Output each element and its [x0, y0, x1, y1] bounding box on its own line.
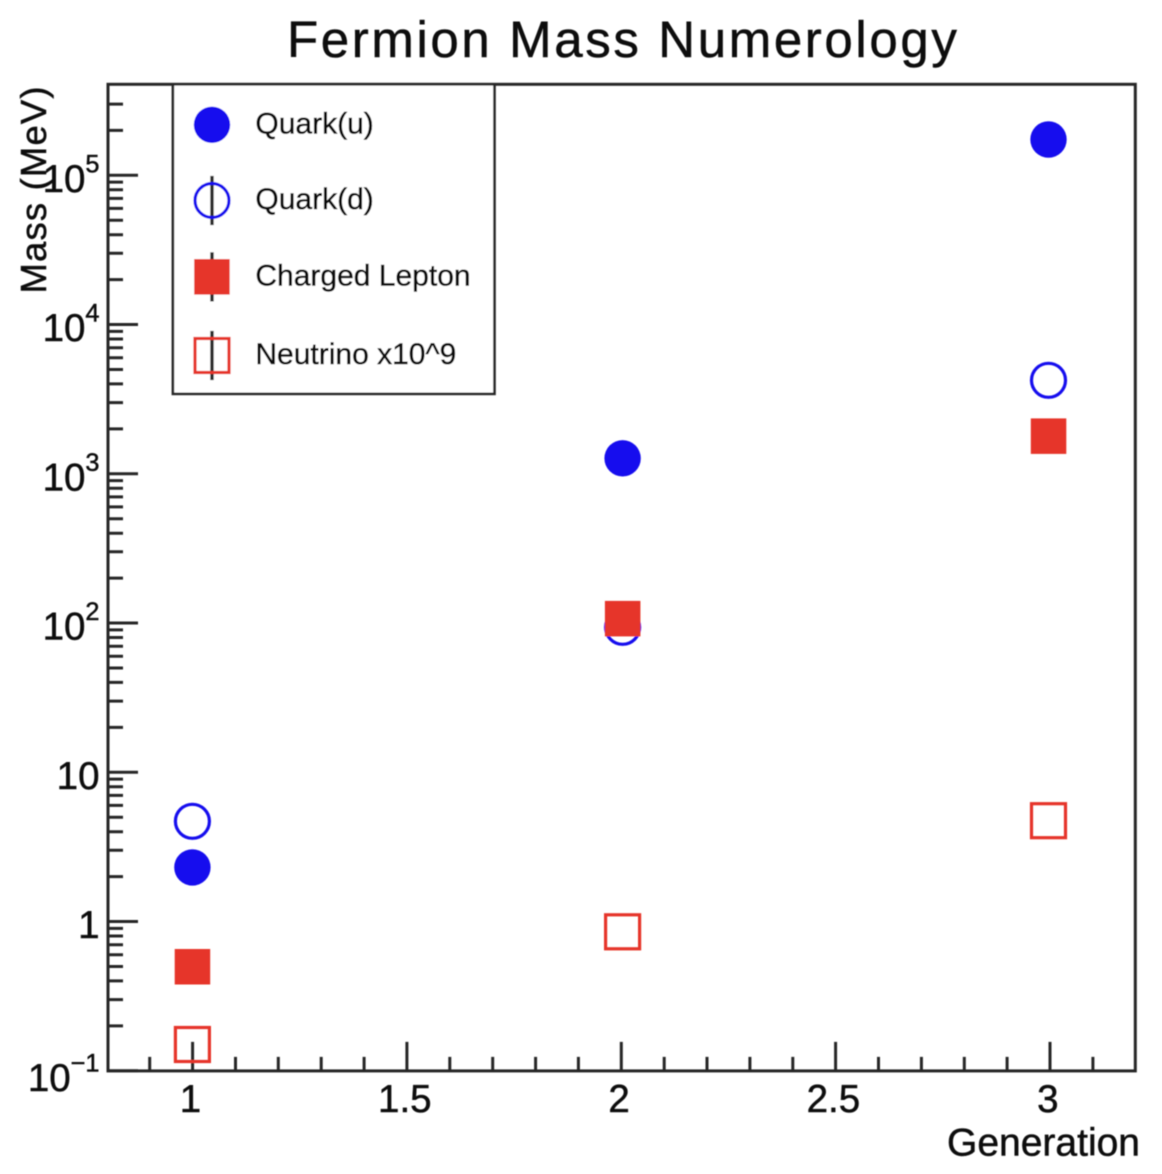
svg-text:105: 105 — [43, 150, 100, 201]
svg-text:2.5: 2.5 — [807, 1078, 861, 1121]
svg-text:Charged Lepton: Charged Lepton — [255, 260, 470, 293]
svg-text:102: 102 — [43, 598, 100, 649]
svg-text:Mass (MeV): Mass (MeV) — [13, 85, 54, 293]
svg-text:1: 1 — [180, 1078, 201, 1121]
svg-text:2: 2 — [608, 1078, 629, 1121]
svg-text:1.5: 1.5 — [378, 1078, 432, 1121]
svg-text:1: 1 — [78, 904, 99, 947]
svg-text:104: 104 — [43, 300, 100, 351]
svg-text:3: 3 — [1037, 1078, 1058, 1121]
svg-text:Quark(d): Quark(d) — [255, 183, 373, 216]
svg-text:10−1: 10−1 — [28, 1049, 100, 1100]
svg-text:Fermion Mass Numerology: Fermion Mass Numerology — [287, 11, 959, 68]
svg-text:Neutrino x10^9: Neutrino x10^9 — [255, 338, 456, 371]
svg-text:10: 10 — [57, 755, 100, 798]
svg-text:Generation: Generation — [947, 1122, 1140, 1165]
svg-text:Quark(u): Quark(u) — [255, 107, 373, 140]
svg-text:103: 103 — [43, 449, 100, 500]
